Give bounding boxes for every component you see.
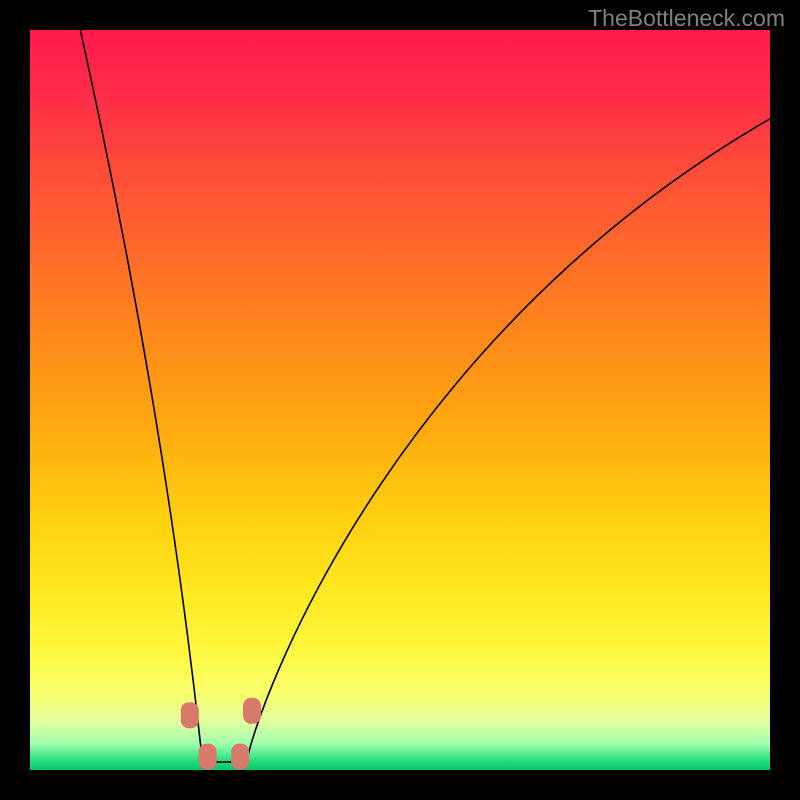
curve-marker bbox=[199, 744, 217, 770]
curve-marker bbox=[231, 744, 249, 770]
curve-marker bbox=[243, 698, 261, 724]
watermark-text: TheBottleneck.com bbox=[588, 5, 785, 32]
curve-marker bbox=[181, 702, 199, 728]
plot-area bbox=[30, 30, 770, 770]
bottleneck-curve bbox=[80, 30, 770, 762]
chart-svg bbox=[30, 30, 770, 770]
